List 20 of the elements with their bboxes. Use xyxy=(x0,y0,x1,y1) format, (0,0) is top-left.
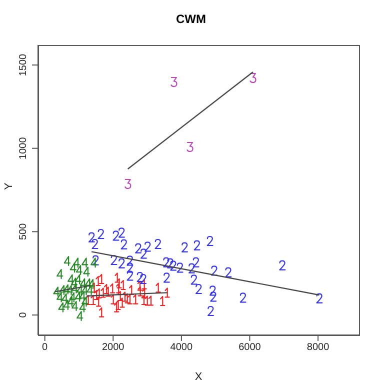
x-tick-label: 8000 xyxy=(306,342,330,354)
point xyxy=(70,262,77,273)
chart-title: CWM xyxy=(175,12,207,26)
point xyxy=(71,283,78,294)
x-tick-label: 2000 xyxy=(102,342,125,354)
y-tick-label: 1000 xyxy=(18,136,29,160)
point xyxy=(80,278,87,288)
y-tick-label: 1500 xyxy=(18,53,29,76)
x-tick-label: 0 xyxy=(42,342,48,354)
x-axis-title: X xyxy=(194,371,203,382)
y-tick-label: 0 xyxy=(18,312,29,318)
y-axis-title: Y xyxy=(2,182,15,190)
point xyxy=(61,293,68,304)
y-tick-label: 500 xyxy=(18,222,29,240)
x-tick-label: 4000 xyxy=(170,342,193,354)
point xyxy=(84,278,92,288)
point xyxy=(70,278,78,288)
point xyxy=(74,274,82,284)
x-tick-label: 6000 xyxy=(238,342,262,354)
point xyxy=(74,292,82,302)
